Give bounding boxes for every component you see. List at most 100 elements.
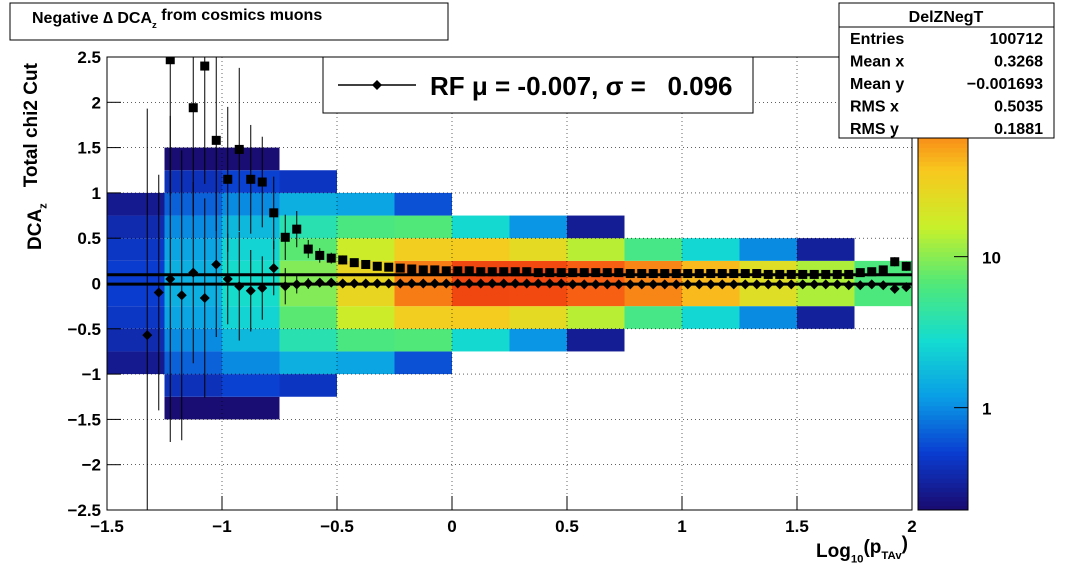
colorbar-step bbox=[918, 283, 968, 289]
heat-cell bbox=[107, 238, 165, 261]
point bbox=[567, 279, 578, 290]
heat-cell bbox=[624, 238, 682, 261]
colorbar-step bbox=[918, 387, 968, 393]
point bbox=[291, 279, 302, 290]
point bbox=[832, 279, 843, 290]
point bbox=[452, 278, 463, 289]
point bbox=[269, 208, 279, 218]
point bbox=[889, 283, 900, 294]
z-tick-label: 10 bbox=[982, 249, 1001, 268]
colorbar-step bbox=[918, 437, 968, 443]
colorbar-step bbox=[918, 369, 968, 375]
heat-cell bbox=[107, 260, 165, 284]
point bbox=[797, 279, 808, 290]
point bbox=[751, 279, 762, 290]
point bbox=[867, 267, 877, 277]
heat-cell bbox=[682, 283, 740, 307]
point bbox=[349, 258, 359, 268]
point bbox=[384, 262, 394, 272]
point bbox=[544, 278, 555, 289]
heat-cell bbox=[509, 215, 567, 239]
point bbox=[579, 268, 589, 278]
heat-cell bbox=[107, 283, 165, 307]
point bbox=[717, 279, 728, 290]
stats-name: RMS y bbox=[850, 121, 899, 138]
point bbox=[257, 177, 267, 187]
heat-cell bbox=[682, 306, 740, 329]
heat-cell bbox=[164, 396, 222, 420]
point bbox=[844, 269, 854, 279]
point bbox=[648, 269, 658, 279]
heat-cell bbox=[624, 283, 682, 307]
heat-cell bbox=[567, 306, 625, 329]
colorbar-step bbox=[918, 342, 968, 348]
label: Log10(pTAv) bbox=[816, 533, 908, 565]
heat-cell bbox=[337, 351, 395, 375]
y-tick-label: 1 bbox=[92, 184, 101, 203]
colorbar-step bbox=[918, 455, 968, 461]
point bbox=[625, 279, 636, 290]
y-tick-label: 0 bbox=[92, 275, 101, 294]
point bbox=[717, 269, 727, 279]
x-tick-label: −1.5 bbox=[90, 517, 124, 536]
label-part: Log bbox=[816, 541, 851, 562]
point bbox=[648, 279, 659, 290]
point bbox=[798, 269, 808, 279]
heat-cell bbox=[107, 306, 165, 329]
heat-cell bbox=[107, 215, 165, 239]
heat-cell bbox=[452, 215, 510, 239]
point bbox=[245, 285, 256, 296]
colorbar-step bbox=[918, 482, 968, 488]
colorbar-step bbox=[918, 505, 968, 511]
stats-title: DelZNegT bbox=[909, 9, 984, 26]
point bbox=[705, 279, 716, 290]
y-tick-label: −2 bbox=[82, 456, 101, 475]
point bbox=[165, 57, 175, 65]
heat-cell bbox=[164, 374, 222, 397]
point bbox=[372, 278, 383, 289]
colorbar-step bbox=[918, 460, 968, 466]
heat-cell bbox=[279, 306, 337, 329]
point bbox=[383, 278, 394, 289]
point bbox=[590, 279, 601, 290]
point bbox=[545, 268, 555, 278]
point bbox=[246, 174, 256, 184]
heat-cell bbox=[337, 238, 395, 261]
point bbox=[475, 278, 486, 289]
heat-cell bbox=[394, 238, 452, 261]
point bbox=[280, 232, 290, 242]
point bbox=[268, 263, 279, 274]
heat-cell bbox=[107, 192, 165, 216]
label-part: from cosmics muons bbox=[157, 7, 322, 24]
y-tick-label: 2.5 bbox=[77, 48, 101, 67]
colorbar-step bbox=[918, 428, 968, 434]
colorbar-step bbox=[918, 378, 968, 384]
stats-value: −0.001693 bbox=[967, 76, 1043, 93]
title-box bbox=[9, 2, 449, 41]
colorbar-step bbox=[918, 478, 968, 484]
heat-cell bbox=[337, 306, 395, 329]
point bbox=[498, 278, 509, 289]
point bbox=[372, 261, 382, 271]
colorbar-step bbox=[918, 414, 968, 420]
point bbox=[809, 269, 819, 279]
point bbox=[211, 259, 222, 270]
colorbar-step bbox=[918, 315, 968, 321]
colorbar-step bbox=[918, 310, 968, 316]
point bbox=[211, 135, 221, 145]
heat-cell bbox=[509, 238, 567, 261]
point bbox=[671, 279, 682, 290]
colorbar-step bbox=[918, 265, 968, 271]
point bbox=[338, 255, 348, 265]
point bbox=[625, 269, 635, 279]
point bbox=[775, 269, 785, 279]
colorbar-step bbox=[918, 174, 968, 180]
heat-cell bbox=[739, 283, 797, 307]
colorbar-step bbox=[918, 269, 968, 275]
stats-value: 0.1881 bbox=[994, 121, 1043, 138]
point bbox=[878, 280, 889, 291]
heat-cell bbox=[222, 238, 280, 261]
colorbar-step bbox=[918, 242, 968, 248]
point bbox=[774, 279, 785, 290]
point bbox=[303, 244, 313, 254]
